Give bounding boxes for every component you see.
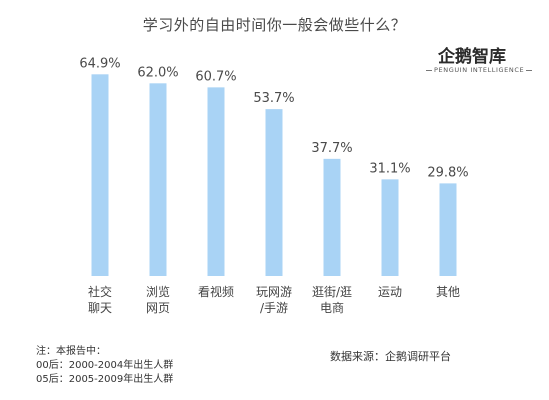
chart-title: 学习外的自由时间你一般会做些什么？ xyxy=(142,16,407,34)
value-label: 64.9% xyxy=(79,56,120,71)
value-label: 62.0% xyxy=(137,65,178,80)
bar-6 xyxy=(439,183,457,276)
category-label: 浏览网页 xyxy=(146,284,170,315)
category-label: 社交聊天 xyxy=(88,284,112,315)
bar-4 xyxy=(323,158,341,276)
bar-5 xyxy=(381,179,399,276)
brand-subtitle: PENGUIN INTELLIGENCE xyxy=(434,66,525,74)
category-label: 逛街/逛电商 xyxy=(312,285,352,315)
brand-logo: 企鹅智库 PENGUIN INTELLIGENCE xyxy=(420,42,540,82)
bar-1 xyxy=(149,83,167,276)
note-line: 00后：2000-2004年出生人群 xyxy=(36,360,174,371)
brand-name: 企鹅智库 xyxy=(438,47,506,67)
category-label: 其他 xyxy=(436,285,460,299)
category-label: 运动 xyxy=(378,285,402,299)
value-label: 60.7% xyxy=(195,69,236,84)
value-label: 53.7% xyxy=(253,91,294,106)
category-label: 玩网游/手游 xyxy=(256,285,292,315)
bar-2 xyxy=(207,87,225,277)
value-label: 31.1% xyxy=(369,161,410,176)
value-label: 29.8% xyxy=(427,165,468,180)
value-label: 37.7% xyxy=(311,141,352,156)
bar-0 xyxy=(91,74,109,277)
brand-divider-left xyxy=(426,70,432,71)
data-source: 数据来源：企鹅调研平台 xyxy=(330,350,451,363)
note-line: 注：本报告中： xyxy=(36,346,106,357)
note-line: 05后：2005-2009年出生人群 xyxy=(36,374,174,385)
bar-3 xyxy=(265,109,283,277)
brand-divider-right xyxy=(526,70,532,71)
category-label: 看视频 xyxy=(198,284,234,299)
